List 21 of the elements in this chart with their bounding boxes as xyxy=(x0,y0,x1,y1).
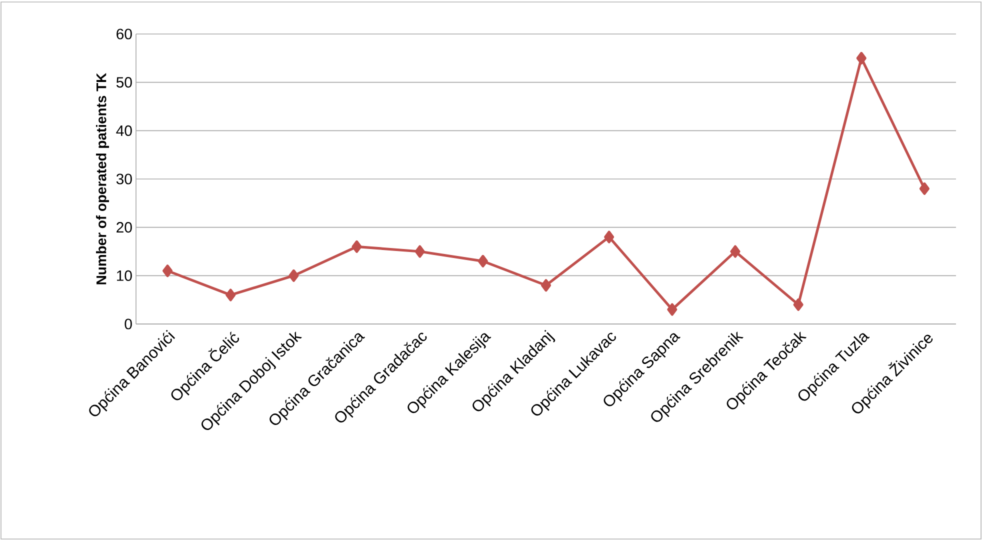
y-tick-label: 40 xyxy=(116,125,132,136)
point xyxy=(540,279,552,292)
point xyxy=(730,245,740,258)
point xyxy=(604,230,614,244)
point xyxy=(478,254,488,268)
y-tick-label: 50 xyxy=(116,77,132,88)
point xyxy=(667,303,678,316)
y-tick-label: 60 xyxy=(116,28,132,40)
point xyxy=(162,264,173,278)
y-axis-title: Number of operated patients TK xyxy=(96,72,110,284)
point xyxy=(793,298,804,311)
point xyxy=(856,52,866,64)
point xyxy=(414,245,425,258)
point xyxy=(352,240,362,253)
y-tick-label: 10 xyxy=(117,270,132,281)
y-tick-label: 30 xyxy=(116,174,132,184)
point xyxy=(919,182,930,195)
y-tick-label: 0 xyxy=(124,318,132,330)
y-tick-label: 20 xyxy=(116,222,132,233)
point xyxy=(226,288,236,302)
point xyxy=(288,269,299,282)
